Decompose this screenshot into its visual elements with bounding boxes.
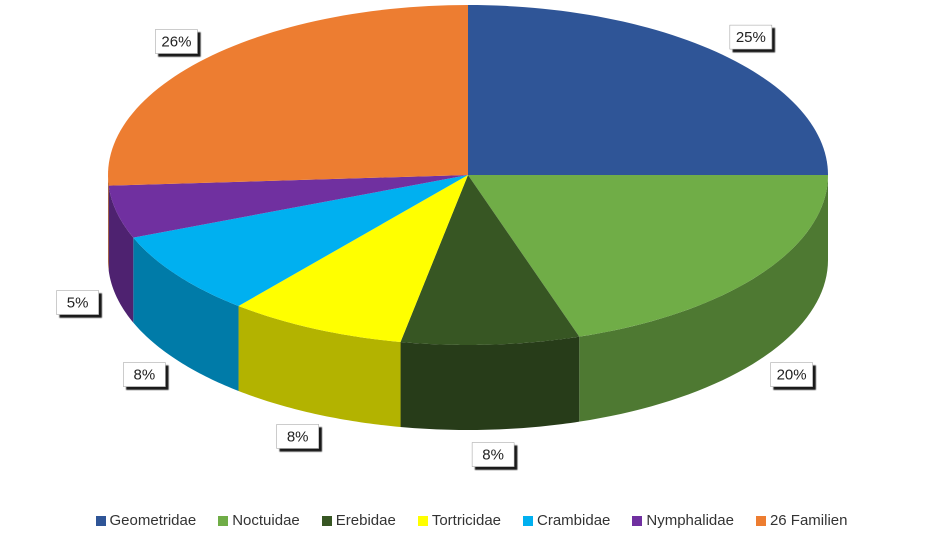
legend-swatch xyxy=(755,515,766,526)
legend-item: Erebidae xyxy=(321,512,396,529)
legend-swatch xyxy=(218,515,229,526)
slice xyxy=(108,5,468,186)
legend-swatch xyxy=(321,515,332,526)
legend-label: Geometridae xyxy=(109,512,197,529)
slice xyxy=(238,175,468,342)
legend-item: Geometridae xyxy=(95,512,197,529)
data-label: 8% xyxy=(471,442,515,467)
legend-item: Tortricidae xyxy=(417,512,502,529)
legend-label: Nymphalidae xyxy=(646,512,734,529)
legend: Geometridae Noctuidae Erebidae Tortricidae C… xyxy=(0,512,943,529)
data-label: 25% xyxy=(729,24,773,50)
label-box xyxy=(155,29,198,54)
label-box xyxy=(729,24,773,50)
label-box xyxy=(770,362,813,387)
label-box xyxy=(123,362,166,387)
legend-item: 26 Familien xyxy=(755,512,848,529)
legend-swatch xyxy=(95,515,106,526)
slice-side xyxy=(108,175,109,271)
value-label: 25% xyxy=(736,29,766,46)
data-label: 5% xyxy=(56,290,99,315)
data-label: 8% xyxy=(123,362,166,387)
value-label: 5% xyxy=(67,295,89,312)
value-label: 8% xyxy=(287,428,309,445)
slice-side xyxy=(133,237,239,391)
legend-label: Crambidae xyxy=(537,512,611,529)
slice xyxy=(468,5,828,175)
slice-side xyxy=(238,305,401,427)
slice xyxy=(133,175,469,306)
slice xyxy=(108,175,468,238)
legend-swatch xyxy=(417,515,428,526)
data-label: 26% xyxy=(155,29,198,54)
chart: 25% 20% 8% 8% 8% 5% 26% xyxy=(56,5,828,467)
slice-side xyxy=(579,175,828,422)
legend-label: Erebidae xyxy=(335,512,396,529)
legend-item: Nymphalidae xyxy=(632,512,734,529)
slice xyxy=(468,175,828,337)
slice-side xyxy=(400,336,580,430)
legend-label: Tortricidae xyxy=(431,512,502,529)
slice-side xyxy=(108,185,134,323)
value-label: 8% xyxy=(482,447,504,464)
data-label: 8% xyxy=(276,424,319,449)
data-label: 20% xyxy=(770,362,813,387)
slice xyxy=(400,175,580,345)
label-box xyxy=(56,290,99,315)
value-label: 20% xyxy=(777,367,807,384)
legend-item: Crambidae xyxy=(523,512,610,529)
label-box xyxy=(276,424,319,449)
legend-label: Noctuidae xyxy=(232,512,300,529)
legend-item: Noctuidae xyxy=(218,512,300,529)
legend-swatch xyxy=(523,515,534,526)
legend-label: 26 Familien xyxy=(769,512,848,529)
value-label: 8% xyxy=(134,367,156,384)
label-box xyxy=(471,442,515,467)
value-label: 26% xyxy=(161,33,191,50)
legend-swatch xyxy=(632,515,643,526)
